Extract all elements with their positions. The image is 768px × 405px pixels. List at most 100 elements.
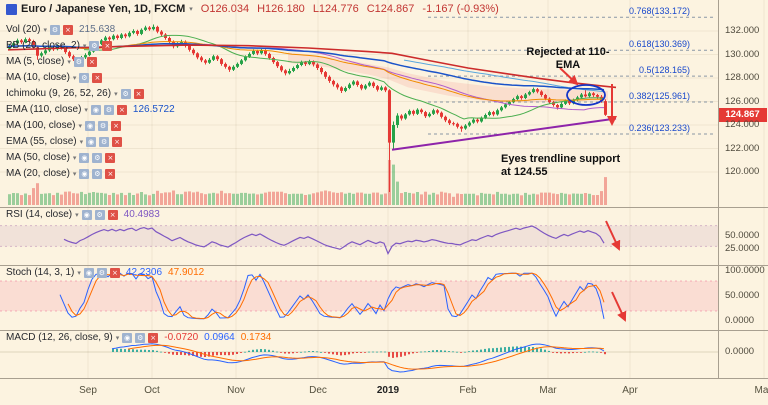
- fib-level-label: 0.5(128.165): [638, 65, 690, 76]
- gear-icon[interactable]: ⚙: [98, 120, 108, 131]
- chevron-down-icon[interactable]: ▾: [189, 5, 193, 13]
- chevron-down-icon[interactable]: ▾: [77, 268, 81, 277]
- indicator-legend-row: MA (20, close) ▾ ◉ ⚙ ×: [6, 168, 116, 179]
- close-icon[interactable]: ×: [102, 40, 113, 51]
- rsi-legend: RSI (14, close) ▾ ◉ ⚙ × 40.4983: [6, 209, 160, 220]
- chevron-down-icon[interactable]: ▾: [84, 105, 88, 114]
- close-icon[interactable]: ×: [111, 120, 121, 131]
- rsi-axis-label: 25.0000: [725, 243, 760, 254]
- indicator-label[interactable]: MA (20, close): [6, 168, 70, 179]
- gear-icon[interactable]: ⚙: [96, 267, 107, 278]
- time-axis[interactable]: Sep Oct Nov Dec 2019 Feb Mar Apr May: [0, 378, 768, 405]
- time-axis-label: Nov: [227, 385, 245, 396]
- indicator-label[interactable]: MACD (12, 26, close, 9): [6, 332, 113, 343]
- macd-axis-label: 0.0000: [725, 346, 755, 357]
- symbol-icon: [6, 3, 17, 15]
- gear-icon[interactable]: ⚙: [99, 136, 110, 147]
- chevron-down-icon[interactable]: ▾: [82, 41, 87, 50]
- stoch-axis-label: 0.0000: [725, 315, 755, 326]
- close-icon[interactable]: ×: [105, 168, 116, 179]
- indicator-legend-row: EMA (110, close) ▾ ◉ ⚙ × 126.5722: [6, 104, 175, 115]
- indicator-legend-row: Ichimoku (9, 26, 52, 26) ▾ ⚙ ×: [6, 88, 144, 99]
- gear-icon[interactable]: ⚙: [120, 88, 131, 99]
- gear-icon[interactable]: ⚙: [73, 56, 84, 67]
- eye-icon[interactable]: ◉: [90, 104, 101, 115]
- close-icon[interactable]: ×: [107, 209, 118, 220]
- gear-icon[interactable]: ⚙: [49, 24, 60, 35]
- eye-icon[interactable]: ◉: [122, 332, 133, 343]
- symbol-title[interactable]: Euro / Japanese Yen, 1D, FXCM: [21, 3, 186, 15]
- chevron-down-icon[interactable]: ▾: [79, 137, 84, 146]
- gear-icon[interactable]: ⚙: [135, 332, 146, 343]
- indicator-label[interactable]: MA (50, close): [6, 152, 70, 163]
- annotation-rejected-at-110-ema[interactable]: Rejected at 110-EMA: [526, 46, 610, 72]
- chevron-down-icon[interactable]: ▾: [67, 57, 71, 66]
- time-axis-label: Mar: [539, 385, 557, 396]
- indicator-label[interactable]: MA (100, close): [6, 120, 76, 131]
- fib-level-label: 0.618(130.369): [628, 39, 690, 50]
- chevron-down-icon[interactable]: ▾: [78, 121, 82, 130]
- close-icon[interactable]: ×: [133, 88, 144, 99]
- eye-icon[interactable]: ◉: [81, 209, 92, 220]
- chevron-down-icon[interactable]: ▾: [115, 333, 120, 342]
- rsi-value: 40.4983: [123, 209, 160, 220]
- indicator-label[interactable]: Ichimoku (9, 26, 52, 26): [6, 88, 112, 99]
- time-axis-label: May: [754, 385, 768, 396]
- gear-icon[interactable]: ⚙: [94, 209, 105, 220]
- chevron-down-icon[interactable]: ▾: [72, 169, 77, 178]
- gear-icon[interactable]: ⚙: [89, 40, 100, 51]
- last-price-badge: 124.867: [718, 108, 767, 122]
- indicator-legend-row: MA (5, close) ▾ ⚙ ×: [6, 56, 97, 67]
- time-axis-label: Oct: [144, 385, 160, 396]
- indicator-label[interactable]: RSI (14, close): [6, 209, 73, 220]
- indicator-value: 215.638: [78, 24, 116, 35]
- eye-icon[interactable]: ◉: [79, 168, 90, 179]
- time-axis-label: 2019: [376, 385, 400, 396]
- gear-icon[interactable]: ⚙: [103, 104, 114, 115]
- chevron-down-icon[interactable]: ▾: [75, 210, 79, 219]
- time-axis-label: Dec: [309, 385, 327, 396]
- fib-level-label: 0.382(125.961): [628, 90, 690, 101]
- price-axis-label: 130.000: [725, 48, 760, 60]
- eye-icon[interactable]: ◉: [86, 136, 97, 147]
- chevron-down-icon[interactable]: ▾: [43, 25, 47, 34]
- eye-icon[interactable]: ◉: [83, 267, 94, 278]
- gear-icon[interactable]: ⚙: [92, 152, 103, 163]
- price-axis-label: 126.000: [725, 95, 760, 107]
- indicator-label[interactable]: EMA (55, close): [6, 136, 77, 147]
- gear-icon[interactable]: ⚙: [92, 168, 103, 179]
- indicator-label[interactable]: MA (5, close): [6, 56, 65, 67]
- close-icon[interactable]: ×: [105, 152, 116, 163]
- annotation-trendline-support[interactable]: Eyes trendline support at 124.55: [501, 153, 621, 179]
- close-icon[interactable]: ×: [62, 24, 73, 35]
- close-icon[interactable]: ×: [116, 104, 127, 115]
- indicator-label[interactable]: MA (10, close): [6, 72, 70, 83]
- close-icon[interactable]: ×: [112, 136, 123, 147]
- eye-icon[interactable]: ◉: [79, 152, 90, 163]
- fib-level-label: 0.236(123.233): [628, 123, 690, 133]
- close-icon[interactable]: ×: [148, 332, 159, 343]
- chevron-down-icon[interactable]: ▾: [114, 89, 118, 98]
- price-axis-label: 120.000: [725, 166, 760, 177]
- price-axis[interactable]: 124.867 132.000 130.000 128.000 126.000 124.…: [718, 0, 768, 378]
- chevron-down-icon[interactable]: ▾: [72, 153, 77, 162]
- time-axis-label: Feb: [459, 385, 477, 396]
- close-icon[interactable]: ×: [92, 72, 103, 83]
- close-icon[interactable]: ×: [109, 267, 120, 278]
- indicator-label[interactable]: BB (20, close, 2): [6, 40, 80, 51]
- indicator-legend-row: EMA (55, close) ▾ ◉ ⚙ ×: [6, 136, 123, 147]
- ohlc-close: C124.867: [366, 3, 415, 15]
- indicator-legend-row: MA (50, close) ▾ ◉ ⚙ ×: [6, 152, 116, 163]
- indicator-label[interactable]: Stoch (14, 3, 1): [6, 267, 75, 278]
- gear-icon[interactable]: ⚙: [79, 72, 90, 83]
- ohlc-low: L124.776: [312, 3, 359, 15]
- chevron-down-icon[interactable]: ▾: [72, 73, 77, 82]
- eye-icon[interactable]: ◉: [85, 120, 95, 131]
- indicator-label[interactable]: EMA (110, close): [6, 104, 82, 115]
- close-icon[interactable]: ×: [86, 56, 97, 67]
- ohlc-open: O126.034: [200, 3, 250, 15]
- indicator-label[interactable]: Vol (20): [6, 24, 41, 35]
- stoch-d-value: 47.9012: [168, 267, 205, 278]
